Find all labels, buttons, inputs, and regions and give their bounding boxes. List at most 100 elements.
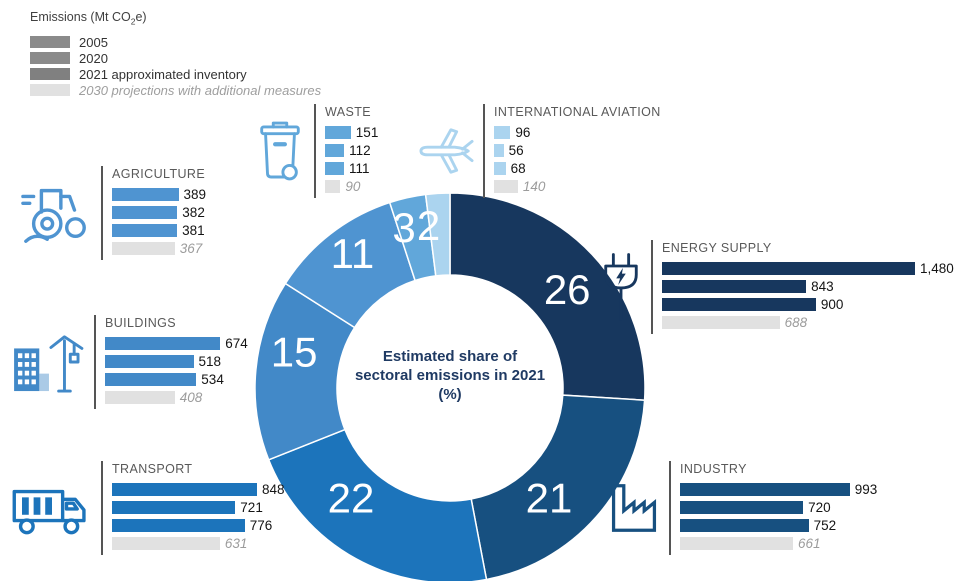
bar-value-label: 848 bbox=[262, 481, 285, 497]
sector-title: TRANSPORT bbox=[112, 462, 193, 476]
bar-value-label: 534 bbox=[201, 371, 224, 387]
donut-share-label-agriculture: 11 bbox=[331, 230, 375, 277]
donut-share-label-energy-supply: 26 bbox=[544, 266, 591, 313]
bar-value-label: 389 bbox=[183, 186, 207, 202]
bar-2005 bbox=[105, 337, 221, 350]
bar-row: 112 bbox=[325, 144, 378, 157]
bar-2030-projections-with-additional-measures bbox=[662, 316, 780, 329]
bar-row: 631 bbox=[112, 537, 285, 550]
bar-row: 381 bbox=[112, 224, 206, 237]
bar-row: 389 bbox=[112, 188, 206, 201]
bar-value-label: 843 bbox=[811, 278, 834, 294]
bar-value-label: 140 bbox=[522, 178, 546, 194]
sector-block-transport: TRANSPORT 848 721 776 631 bbox=[10, 461, 285, 555]
bar-row: 1,480 bbox=[662, 262, 954, 275]
sector-bars: 993 720 752 661 bbox=[680, 483, 877, 555]
bar-row: 688 bbox=[662, 316, 954, 329]
bar-2020 bbox=[680, 501, 804, 514]
bar-value-label: 151 bbox=[355, 124, 379, 140]
donut-share-label-industry: 21 bbox=[526, 475, 573, 522]
sector-block-industry: INDUSTRY 993 720 752 661 bbox=[606, 461, 877, 555]
bar-2005 bbox=[325, 126, 351, 139]
bar-row: 843 bbox=[662, 280, 954, 293]
bar-2021-approximated-inventory bbox=[662, 298, 816, 311]
bar-value-label: 56 bbox=[508, 142, 524, 158]
legend-label: 2020 bbox=[79, 50, 108, 66]
sector-bars: 389 382 381 367 bbox=[112, 188, 206, 260]
bar-2021-approximated-inventory bbox=[325, 162, 344, 175]
factory-icon bbox=[606, 479, 662, 537]
bar-value-label: 367 bbox=[179, 240, 203, 256]
bar-2005 bbox=[662, 262, 915, 275]
bar-row: 534 bbox=[105, 373, 248, 386]
donut-chart: 26 21 22 15 11 3 2 bbox=[254, 192, 646, 581]
sector-title: INDUSTRY bbox=[680, 462, 747, 476]
plug-icon bbox=[598, 251, 644, 323]
sector-bars: 848 721 776 631 bbox=[112, 483, 285, 555]
sector-title: ENERGY SUPPLY bbox=[662, 241, 772, 255]
bar-row: 90 bbox=[325, 180, 378, 193]
divider bbox=[101, 166, 103, 260]
truck-icon bbox=[10, 478, 94, 538]
bar-row: 382 bbox=[112, 206, 206, 219]
bar-value-label: 993 bbox=[854, 481, 878, 497]
sector-title: WASTE bbox=[325, 105, 371, 119]
building-crane-icon bbox=[8, 331, 87, 393]
bar-2021-approximated-inventory bbox=[494, 162, 506, 175]
bar-2030-projections-with-additional-measures bbox=[325, 180, 341, 193]
sector-bars: 96 56 68 140 bbox=[494, 126, 661, 198]
divider bbox=[94, 315, 96, 409]
legend-row: 2030 projections with additional measure… bbox=[30, 84, 321, 97]
bar-row: 96 bbox=[494, 126, 661, 139]
sector-title: INTERNATIONAL AVIATION bbox=[494, 105, 661, 119]
bar-row: 111 bbox=[325, 162, 378, 175]
sector-block-energy-supply: ENERGY SUPPLY 1,480 843 900 688 bbox=[598, 240, 954, 334]
bar-row: 140 bbox=[494, 180, 661, 193]
airplane-icon bbox=[418, 124, 476, 178]
bar-row: 721 bbox=[112, 501, 285, 514]
bar-value-label: 518 bbox=[198, 353, 222, 369]
bar-2021-approximated-inventory bbox=[105, 373, 197, 386]
bar-row: 518 bbox=[105, 355, 248, 368]
bar-2021-approximated-inventory bbox=[680, 519, 809, 532]
donut-labels: 26 21 22 15 11 3 2 bbox=[271, 202, 591, 522]
bar-2030-projections-with-additional-measures bbox=[680, 537, 793, 550]
divider bbox=[651, 240, 653, 334]
bar-row: 151 bbox=[325, 126, 378, 139]
donut-slice-energy-supply bbox=[449, 192, 646, 401]
donut-center-line: Estimated share of bbox=[382, 348, 518, 365]
legend-items: 2005 2020 2021 approximated inventory 2030 … bbox=[30, 36, 321, 97]
bar-2005 bbox=[680, 483, 850, 496]
donut-center-line: (%) bbox=[438, 386, 462, 403]
bar-2005 bbox=[494, 126, 511, 139]
bar-2020 bbox=[105, 355, 194, 368]
bar-2020 bbox=[494, 144, 504, 157]
bar-2030-projections-with-additional-measures bbox=[112, 537, 220, 550]
bar-row: 752 bbox=[680, 519, 877, 532]
bar-value-label: 1,480 bbox=[920, 260, 954, 276]
bar-2020 bbox=[325, 144, 345, 157]
divider bbox=[669, 461, 671, 555]
donut-share-label-buildings: 15 bbox=[271, 329, 318, 376]
bar-value-label: 688 bbox=[784, 314, 808, 330]
bar-value-label: 674 bbox=[225, 335, 248, 351]
legend-row: 2021 approximated inventory bbox=[30, 68, 321, 81]
bar-value-label: 382 bbox=[182, 204, 205, 220]
bar-2030-projections-with-additional-measures bbox=[112, 242, 175, 255]
donut-share-label-waste: 3 bbox=[392, 204, 415, 251]
bar-value-label: 631 bbox=[224, 535, 248, 551]
divider bbox=[101, 461, 103, 555]
divider bbox=[483, 104, 485, 198]
legend-swatch bbox=[30, 84, 70, 96]
bar-value-label: 111 bbox=[349, 160, 370, 176]
bar-row: 56 bbox=[494, 144, 661, 157]
tractor-icon bbox=[18, 177, 94, 249]
bar-row: 776 bbox=[112, 519, 285, 532]
legend-title: Emissions (Mt CO2e) bbox=[30, 10, 147, 27]
donut-slices bbox=[254, 192, 646, 581]
bar-2005 bbox=[112, 483, 257, 496]
sector-block-waste: WASTE 151 112 111 90 bbox=[253, 104, 378, 198]
bar-value-label: 721 bbox=[240, 499, 263, 515]
donut-center-line: sectoral emissions in 2021 bbox=[354, 367, 546, 384]
